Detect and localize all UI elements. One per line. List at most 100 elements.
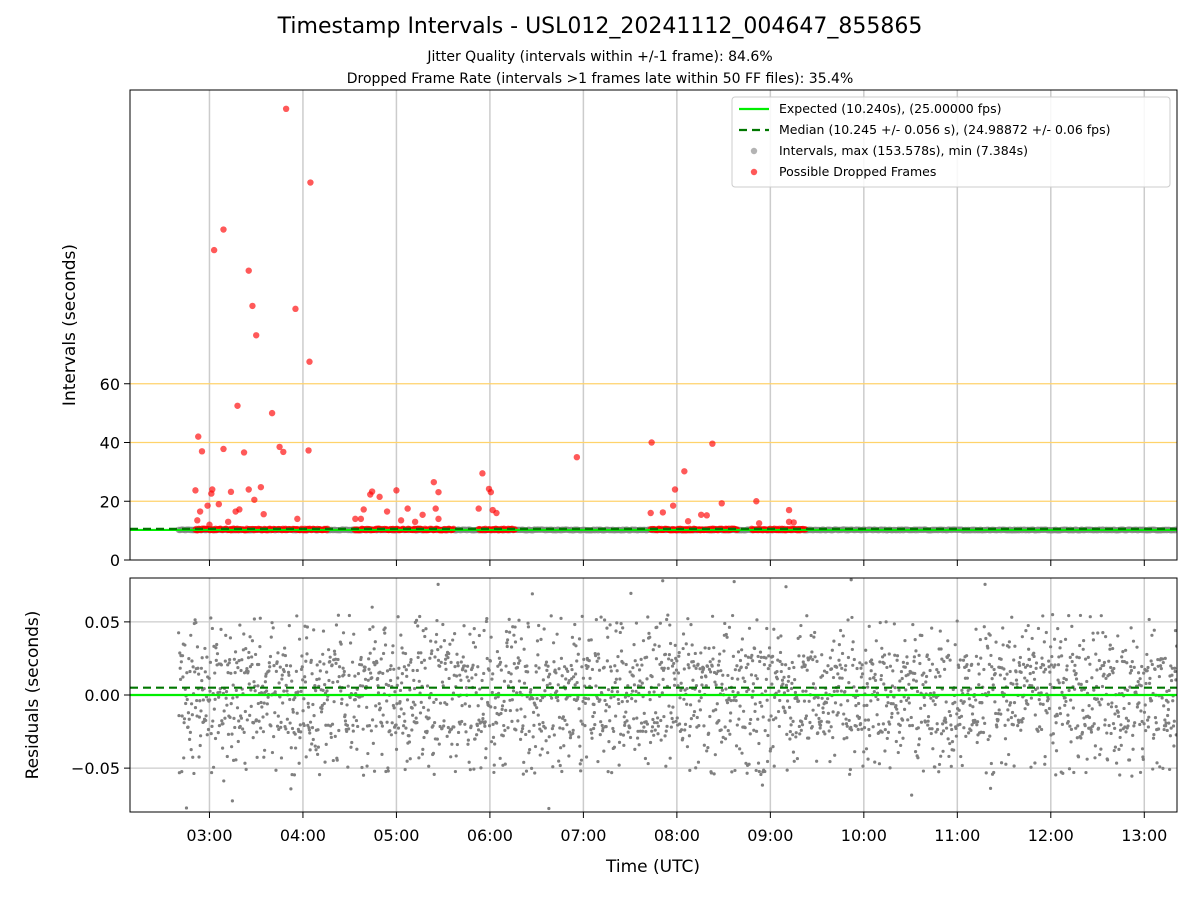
residual-point <box>931 699 935 703</box>
residual-point <box>819 719 823 723</box>
dropped-frame-point <box>282 105 290 113</box>
dropped-frame-point <box>404 505 411 512</box>
residual-point <box>614 677 618 681</box>
residual-point <box>225 754 229 759</box>
residual-point <box>304 659 308 663</box>
residual-point <box>267 669 271 673</box>
residual-point <box>728 719 732 723</box>
residual-point <box>398 688 403 693</box>
residual-point <box>678 722 682 726</box>
residual-point <box>556 683 560 687</box>
residual-point <box>350 660 355 664</box>
residual-point <box>754 729 759 733</box>
residual-point <box>196 666 200 670</box>
residual-point <box>491 672 495 676</box>
residual-point <box>334 661 338 665</box>
residual-point <box>787 705 792 709</box>
dropped-frame-point <box>647 509 654 517</box>
residual-point <box>269 635 273 639</box>
residual-point <box>908 724 912 728</box>
residual-point <box>794 731 798 735</box>
residual-point <box>761 715 765 719</box>
residual-point <box>630 689 635 693</box>
residual-point <box>1074 726 1078 730</box>
residual-point <box>717 659 721 663</box>
residual-point <box>237 719 241 723</box>
residual-point <box>929 696 933 700</box>
bottom-y-tick-label: 0.05 <box>84 613 120 632</box>
residual-point <box>710 614 715 618</box>
residual-point <box>458 722 462 726</box>
residual-point <box>421 747 425 751</box>
residual-point <box>1129 664 1133 669</box>
residual-point <box>669 711 673 715</box>
residual-point <box>511 625 515 629</box>
residual-point <box>1024 699 1028 703</box>
dropped-frame-point <box>432 505 439 512</box>
x-tick-label: 12:00 <box>1028 826 1074 845</box>
dropped-frame-point <box>276 443 283 451</box>
residual-point <box>1033 713 1037 717</box>
residual-point <box>899 743 903 748</box>
residual-point <box>392 667 396 671</box>
residual-point <box>1064 699 1068 704</box>
residual-point <box>619 621 623 626</box>
residual-point <box>670 658 674 662</box>
residual-point <box>939 732 944 736</box>
residual-point <box>662 666 666 670</box>
residual-point <box>220 719 224 723</box>
residual-point <box>180 770 184 774</box>
residual-point <box>466 742 470 746</box>
residual-point <box>976 720 980 724</box>
residual-point <box>990 665 994 669</box>
residual-point <box>1038 725 1042 729</box>
residual-point <box>401 731 405 735</box>
residual-point <box>395 702 399 706</box>
residual-point <box>938 629 942 633</box>
residual-point <box>650 675 654 679</box>
residual-point <box>749 717 753 722</box>
residual-point <box>185 697 189 702</box>
residual-point <box>1032 651 1036 655</box>
interval-points <box>175 105 1177 534</box>
residual-point <box>592 702 596 707</box>
residual-point <box>610 689 614 694</box>
residual-point <box>1048 682 1052 686</box>
residual-point <box>729 711 733 715</box>
residual-point <box>1090 676 1094 680</box>
residual-point <box>322 701 326 706</box>
residual-point <box>717 718 721 723</box>
residual-point <box>922 695 926 699</box>
residual-point <box>273 690 277 694</box>
residual-point <box>1141 755 1145 759</box>
residual-point <box>673 677 677 681</box>
residual-point <box>914 679 918 683</box>
residual-point <box>683 722 688 726</box>
residual-point <box>1064 677 1068 682</box>
residual-point <box>347 673 351 677</box>
residual-point <box>336 680 340 684</box>
residual-point <box>299 730 303 734</box>
residual-point <box>947 709 951 714</box>
residual-point <box>529 766 534 770</box>
dropped-frame-point <box>227 488 235 496</box>
residual-point <box>1173 666 1177 670</box>
residual-point <box>688 768 692 772</box>
dropped-frame-point <box>292 305 299 313</box>
residual-point <box>786 679 790 683</box>
residual-point <box>955 619 959 623</box>
residual-point <box>910 793 914 797</box>
residual-point <box>601 726 605 730</box>
residual-point <box>726 729 730 733</box>
residual-point <box>1022 684 1026 688</box>
residual-point <box>527 729 531 733</box>
residual-point <box>443 657 448 661</box>
residual-point <box>1118 773 1122 777</box>
residual-point <box>776 709 781 714</box>
residual-point <box>862 704 866 708</box>
residual-point <box>1074 677 1079 681</box>
residual-point <box>731 654 735 658</box>
residual-point <box>479 766 483 770</box>
residual-point <box>707 731 711 735</box>
residual-point <box>785 732 789 736</box>
